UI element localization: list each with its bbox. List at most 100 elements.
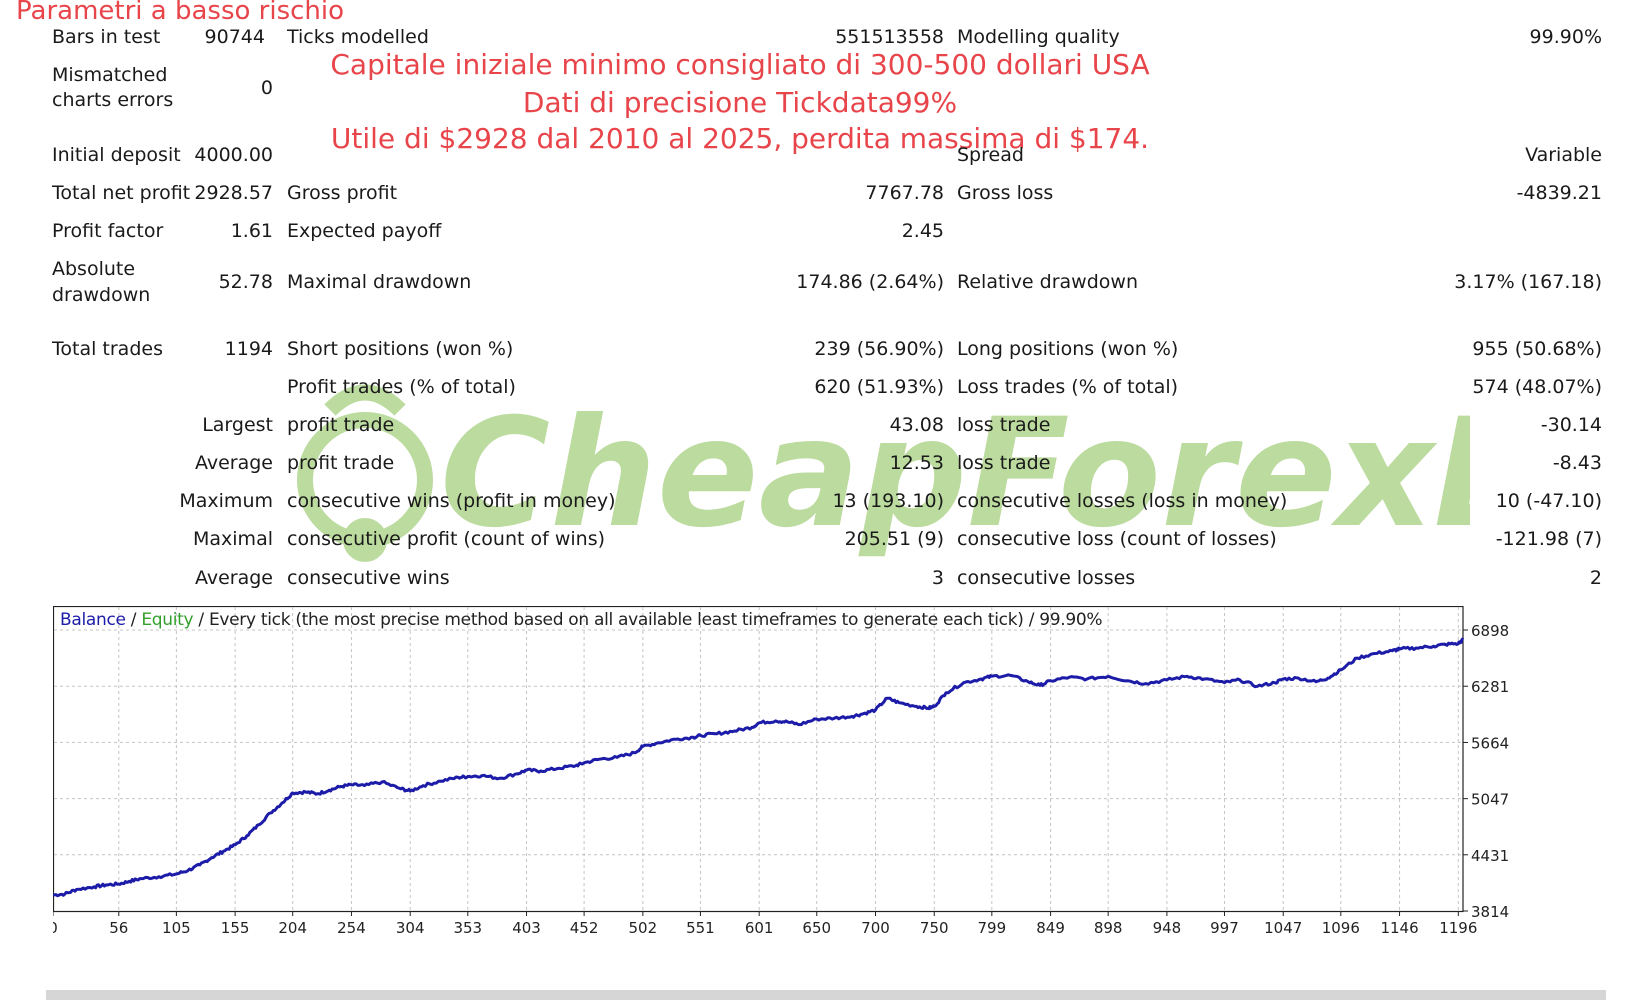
largest-profit-label: profit trade — [287, 414, 395, 436]
x-tick-label-8: 403 — [512, 919, 541, 937]
maximal-drawdown-value: 174.86 (2.64%) — [796, 271, 944, 293]
max-consecutive-losses-value: 10 (-47.10) — [1495, 490, 1602, 512]
x-tick-label-7: 353 — [453, 919, 482, 937]
net-profit-label: Total net profit — [52, 182, 191, 204]
average-consecutive-label: Average — [194, 567, 273, 589]
deposit-label: Initial deposit — [52, 144, 181, 166]
maximum-label: Maximum — [179, 490, 273, 512]
x-tick-label-20: 997 — [1210, 919, 1239, 937]
avg-consecutive-losses-value: 2 — [1589, 567, 1602, 589]
largest-loss-label: loss trade — [957, 414, 1051, 436]
max-consecutive-wins-value: 13 (193.10) — [832, 490, 944, 512]
legend-equity: Equity — [141, 610, 194, 630]
loss-trades-label: Loss trades (% of total) — [957, 376, 1179, 398]
absolute-drawdown-label-1: Absolute — [52, 258, 136, 280]
gross-loss-value: -4839.21 — [1516, 182, 1602, 204]
legend-sep: / — [125, 610, 142, 630]
x-tick-label-17: 849 — [1036, 919, 1065, 937]
legend-description: / Every tick (the most precise method ba… — [193, 610, 1103, 630]
gross-profit-label: Gross profit — [287, 182, 398, 204]
y-tick-label-2: 5047 — [1471, 791, 1509, 809]
legend-balance: Balance — [60, 610, 126, 630]
overlay-line-profit: Utile di $2928 dal 2010 al 2025, perdita… — [330, 122, 1150, 155]
x-tick-label-3: 155 — [221, 919, 250, 937]
total-trades-value: 1194 — [224, 338, 273, 360]
x-tick-label-23: 1146 — [1380, 919, 1418, 937]
x-tick-label-5: 254 — [337, 919, 366, 937]
expected-payoff-label: Expected payoff — [287, 220, 442, 242]
avg-consecutive-losses-label: consecutive losses — [957, 567, 1136, 589]
maximal-consecutive-profit-label: consecutive profit (count of wins) — [287, 528, 606, 550]
chart-frame — [53, 606, 1464, 913]
long-positions-value: 955 (50.68%) — [1472, 338, 1602, 360]
avg-consecutive-wins-label: consecutive wins — [287, 567, 450, 589]
watermark-logo: CheapForexEa — [297, 384, 1470, 562]
x-tick-label-13: 650 — [802, 919, 831, 937]
overlay-line-capital: Capitale iniziale minimo consigliato di … — [330, 48, 1150, 81]
average-profit-label: profit trade — [287, 452, 395, 474]
short-positions-label: Short positions (won %) — [287, 338, 514, 360]
largest-loss-value: -30.14 — [1540, 414, 1602, 436]
absolute-drawdown-value: 52.78 — [218, 271, 273, 293]
avg-consecutive-wins-value: 3 — [931, 567, 944, 589]
x-tick-label-15: 750 — [920, 919, 949, 937]
x-tick-label-2: 105 — [162, 919, 191, 937]
average-label: Average — [194, 452, 273, 474]
net-profit-value: 2928.57 — [194, 182, 273, 204]
largest-profit-value: 43.08 — [889, 414, 944, 436]
profit-trades-label: Profit trades (% of total) — [287, 376, 516, 398]
total-trades-label: Total trades — [52, 338, 163, 360]
x-tick-label-4: 204 — [278, 919, 307, 937]
chart-svg: 0 56 105 155 204 254 304 353 403 452 502 551 601 650 7… — [53, 606, 1509, 937]
x-tick-label-19: 948 — [1153, 919, 1182, 937]
x-tick-label-9: 452 — [570, 919, 599, 937]
bars-label: Bars in test — [52, 26, 161, 48]
chart-header: Balance / Equity / Every tick (the most … — [60, 610, 1103, 630]
x-tick-label-14: 700 — [861, 919, 890, 937]
quality-label: Modelling quality — [957, 26, 1120, 48]
bars-value: 90744 — [204, 26, 265, 48]
x-tick-label-22: 1096 — [1322, 919, 1360, 937]
y-tick-label-4: 6281 — [1471, 678, 1509, 696]
watermark-text: CheapForexEa — [440, 387, 1470, 561]
average-profit-value: 12.53 — [889, 452, 944, 474]
absolute-drawdown-label-2: drawdown — [52, 284, 151, 306]
maximal-label: Maximal — [193, 528, 273, 550]
spread-value: Variable — [1525, 144, 1602, 166]
overlay-line-precision: Dati di precisione Tickdata99% — [522, 86, 958, 119]
expected-payoff-value: 2.45 — [901, 220, 944, 242]
maximal-drawdown-label: Maximal drawdown — [287, 271, 472, 293]
deposit-value: 4000.00 — [194, 144, 273, 166]
mismatch-label-2: charts errors — [52, 89, 174, 111]
ticks-label: Ticks modelled — [287, 26, 429, 48]
x-tick-label-16: 799 — [978, 919, 1007, 937]
x-tick-label-0: 0 — [53, 919, 58, 937]
maximal-consecutive-loss-label: consecutive loss (count of losses) — [957, 528, 1277, 550]
relative-drawdown-value: 3.17% (167.18) — [1454, 271, 1602, 293]
series-line-balance — [53, 637, 1465, 898]
x-tick-label-18: 898 — [1094, 919, 1123, 937]
spread-label: Spread — [957, 144, 1024, 166]
x-tick-label-12: 601 — [745, 919, 774, 937]
y-tick-label-0: 3814 — [1471, 903, 1509, 921]
x-tick-label-21: 1047 — [1264, 919, 1302, 937]
profit-factor-value: 1.61 — [230, 220, 273, 242]
x-tick-label-11: 551 — [686, 919, 715, 937]
x-tick-label-6: 304 — [396, 919, 425, 937]
long-positions-label: Long positions (won %) — [957, 338, 1179, 360]
quality-value: 99.90% — [1529, 26, 1602, 48]
average-loss-value: -8.43 — [1552, 452, 1602, 474]
profit-trades-value: 620 (51.93%) — [814, 376, 944, 398]
x-tick-label-10: 502 — [629, 919, 658, 937]
max-consecutive-losses-label: consecutive losses (loss in money) — [957, 490, 1288, 512]
mismatch-value: 0 — [260, 77, 273, 99]
relative-drawdown-label: Relative drawdown — [957, 271, 1138, 293]
balance-chart: 0 56 105 155 204 254 304 353 403 452 502 551 601 650 7… — [53, 606, 1527, 951]
x-tick-label-1: 56 — [109, 919, 128, 937]
mismatch-label-1: Mismatched — [52, 64, 168, 86]
gross-profit-value: 7767.78 — [865, 182, 944, 204]
profit-factor-label: Profit factor — [52, 220, 164, 242]
short-positions-value: 239 (56.90%) — [814, 338, 944, 360]
y-tick-label-5: 6898 — [1471, 622, 1509, 640]
average-loss-label: loss trade — [957, 452, 1051, 474]
